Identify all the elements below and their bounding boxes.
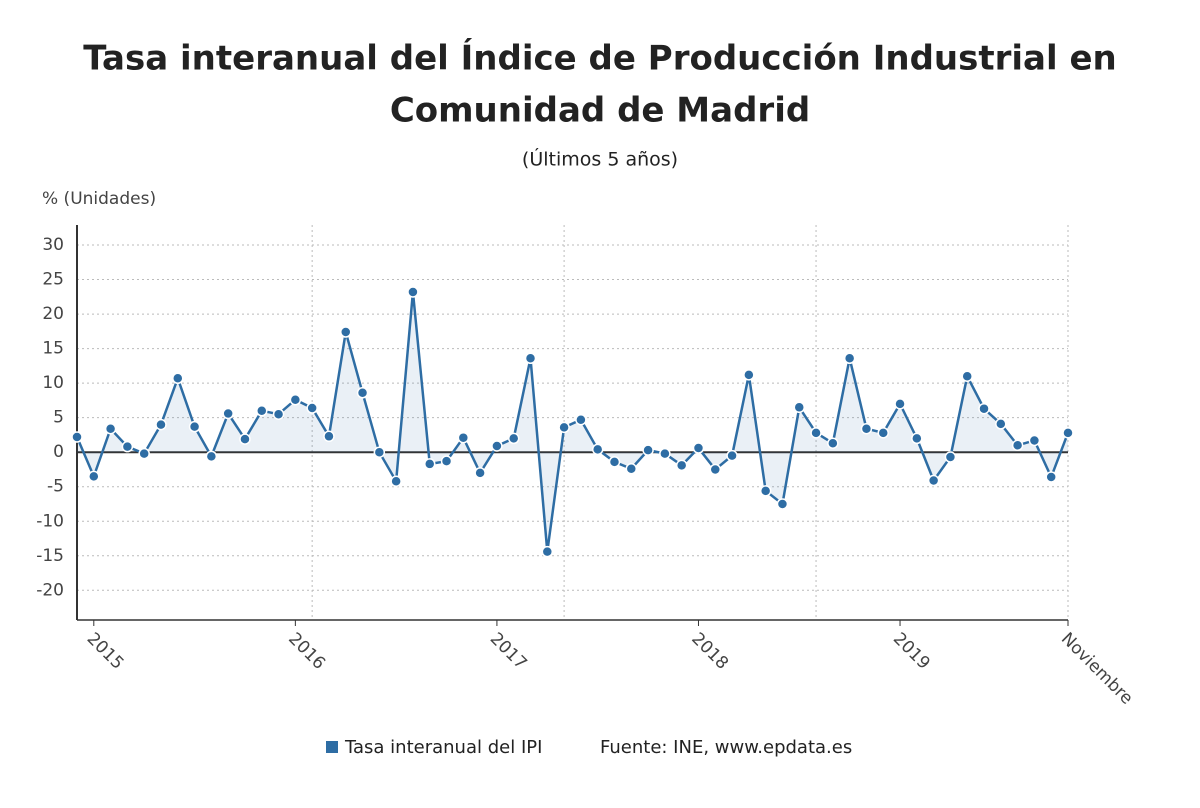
- point: [541, 545, 554, 558]
- point: [390, 475, 402, 487]
- point: [507, 432, 520, 445]
- point: [1062, 427, 1074, 439]
- point: [709, 463, 722, 476]
- point: [776, 498, 789, 510]
- point: [423, 458, 436, 470]
- point: [591, 443, 604, 456]
- point: [239, 433, 251, 445]
- point: [222, 407, 234, 420]
- point: [978, 402, 990, 415]
- chart-subtitle: (Últimos 5 años): [522, 147, 678, 171]
- x-tick-label: 2018: [687, 629, 732, 674]
- point: [155, 418, 167, 431]
- point: [1045, 471, 1057, 483]
- point: [457, 431, 470, 444]
- point: [843, 352, 856, 365]
- y-tick-label: 30: [42, 235, 64, 255]
- x-tick-label: Noviembre: [1057, 629, 1137, 709]
- point: [474, 467, 486, 479]
- point: [88, 470, 100, 483]
- point: [121, 440, 134, 453]
- point: [558, 421, 570, 434]
- point: [608, 456, 621, 468]
- point: [272, 408, 285, 420]
- point: [675, 459, 688, 472]
- x-tick-label: 2019: [889, 629, 934, 674]
- y-tick-label: -10: [36, 511, 64, 531]
- y-tick-label: 20: [42, 304, 64, 324]
- point: [911, 432, 923, 445]
- point: [927, 474, 940, 487]
- x-tick-label: 2016: [284, 629, 329, 674]
- point: [995, 418, 1007, 430]
- y-tick-label: 10: [42, 373, 64, 393]
- point: [289, 393, 302, 406]
- point: [71, 431, 83, 443]
- area: [77, 291, 1068, 552]
- point: [810, 427, 822, 439]
- point: [944, 451, 957, 463]
- point: [373, 446, 386, 458]
- point: [860, 422, 873, 435]
- y-tick-label: -5: [47, 477, 64, 497]
- point: [1028, 434, 1041, 447]
- point: [827, 437, 839, 449]
- point: [642, 444, 654, 456]
- point: [356, 387, 369, 399]
- y-tick-label: 5: [53, 408, 64, 428]
- y-tick-label: -20: [36, 580, 64, 600]
- chart-title: Comunidad de Madrid: [390, 91, 810, 131]
- y-axis-label: % (Unidades): [42, 189, 156, 209]
- point: [894, 398, 906, 410]
- point: [759, 485, 772, 497]
- line: [75, 291, 1070, 552]
- point: [323, 430, 335, 443]
- point: [205, 450, 218, 463]
- x-tick-label: 2017: [486, 629, 531, 674]
- point: [138, 447, 150, 460]
- point: [440, 455, 453, 467]
- point: [575, 413, 587, 426]
- chart-title: Tasa interanual del Índice de Producción…: [83, 38, 1116, 79]
- point: [524, 352, 537, 365]
- point: [726, 449, 738, 462]
- point: [961, 370, 973, 382]
- point: [306, 402, 318, 414]
- point: [625, 463, 638, 475]
- point: [172, 372, 184, 385]
- point: [793, 401, 806, 414]
- point: [256, 405, 268, 417]
- point: [407, 286, 419, 298]
- legend-label: Tasa interanual del IPI: [344, 737, 542, 758]
- source: Fuente: INE, www.epdata.es: [600, 737, 852, 758]
- point: [692, 442, 705, 454]
- y-tick-label: 25: [42, 270, 64, 290]
- point: [104, 422, 117, 435]
- point: [1011, 439, 1024, 452]
- point: [877, 427, 889, 439]
- point: [491, 440, 503, 452]
- legend-swatch: [326, 741, 338, 753]
- point: [743, 369, 755, 381]
- point: [188, 420, 201, 433]
- y-tick-label: -15: [36, 546, 64, 566]
- point: [339, 326, 352, 338]
- point: [659, 447, 671, 460]
- y-tick-label: 0: [53, 442, 64, 462]
- y-tick-label: 15: [42, 339, 64, 359]
- x-tick-label: 2015: [83, 629, 128, 674]
